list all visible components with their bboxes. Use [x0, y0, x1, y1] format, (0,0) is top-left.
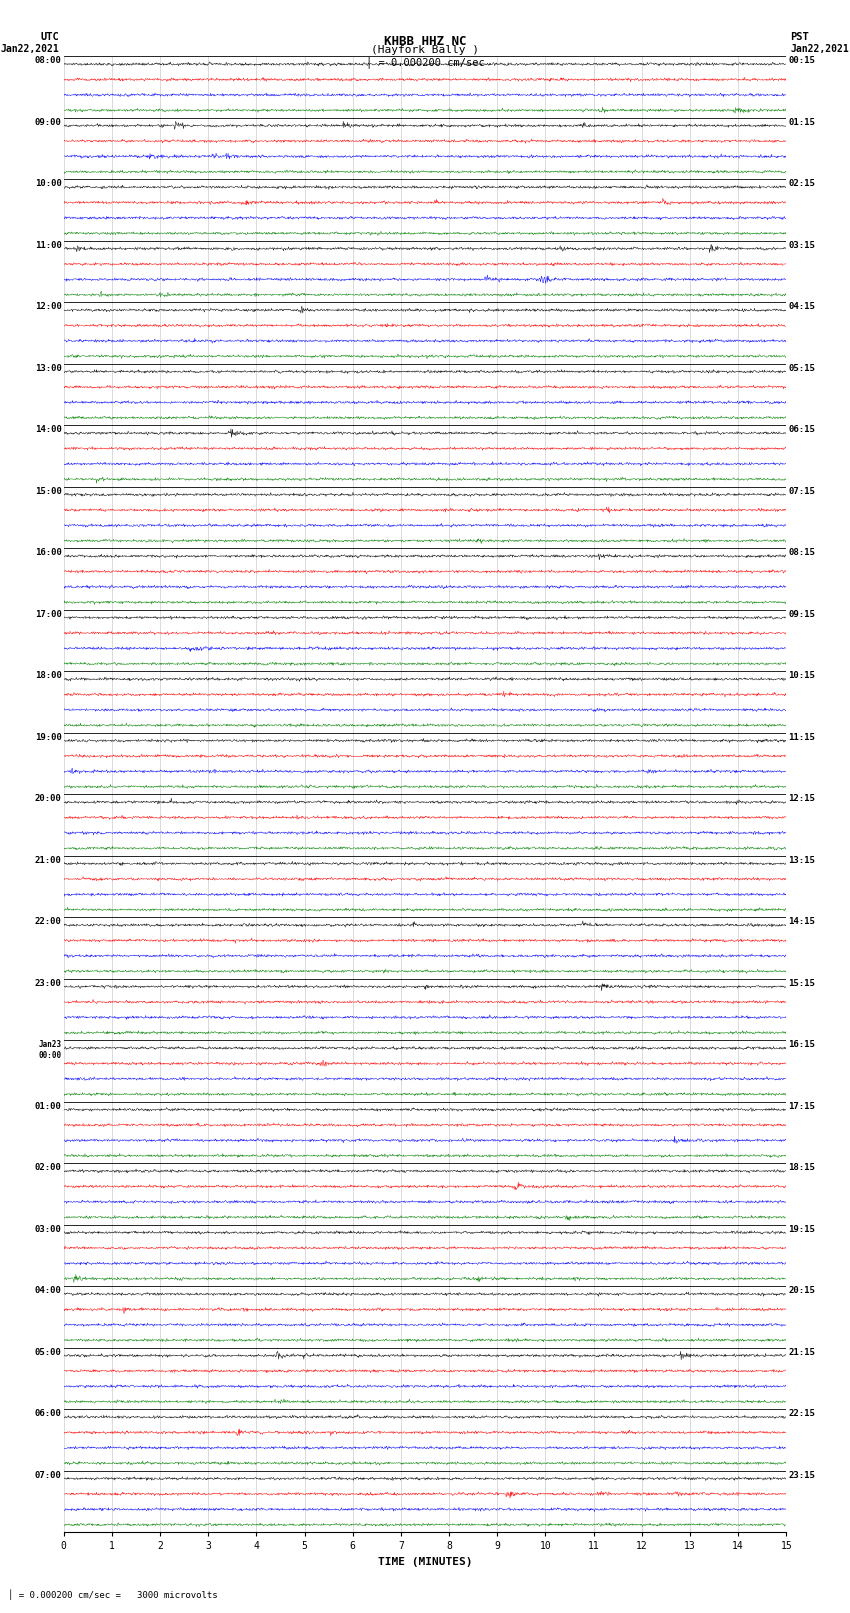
Text: 01:00: 01:00: [35, 1102, 61, 1111]
Text: │ = 0.000200 cm/sec: │ = 0.000200 cm/sec: [366, 56, 484, 68]
Text: 16:15: 16:15: [789, 1040, 815, 1050]
Text: 21:00: 21:00: [35, 857, 61, 865]
Text: 10:00: 10:00: [35, 179, 61, 189]
Text: 20:00: 20:00: [35, 795, 61, 803]
Text: 16:00: 16:00: [35, 548, 61, 558]
Text: 11:15: 11:15: [789, 732, 815, 742]
Text: 17:00: 17:00: [35, 610, 61, 619]
Text: 12:15: 12:15: [789, 795, 815, 803]
Text: 22:15: 22:15: [789, 1410, 815, 1418]
Text: 04:15: 04:15: [789, 303, 815, 311]
Text: 23:15: 23:15: [789, 1471, 815, 1479]
Text: 08:15: 08:15: [789, 548, 815, 558]
Text: 08:00: 08:00: [35, 56, 61, 66]
Text: 18:00: 18:00: [35, 671, 61, 681]
Text: 09:00: 09:00: [35, 118, 61, 127]
Text: 01:15: 01:15: [789, 118, 815, 127]
Text: 19:15: 19:15: [789, 1224, 815, 1234]
Text: Jan22,2021: Jan22,2021: [1, 44, 60, 53]
Text: 05:15: 05:15: [789, 365, 815, 373]
Text: (Hayfork Bally ): (Hayfork Bally ): [371, 45, 479, 55]
Text: UTC: UTC: [41, 32, 60, 42]
Text: 07:00: 07:00: [35, 1471, 61, 1479]
Text: 02:15: 02:15: [789, 179, 815, 189]
Text: 06:00: 06:00: [35, 1410, 61, 1418]
Text: │ = 0.000200 cm/sec =   3000 microvolts: │ = 0.000200 cm/sec = 3000 microvolts: [8, 1589, 218, 1600]
Text: KHBB HHZ NC: KHBB HHZ NC: [383, 35, 467, 48]
Text: 15:00: 15:00: [35, 487, 61, 495]
Text: Jan22,2021: Jan22,2021: [790, 44, 849, 53]
Text: 21:15: 21:15: [789, 1348, 815, 1357]
Text: 03:00: 03:00: [35, 1224, 61, 1234]
Text: 15:15: 15:15: [789, 979, 815, 987]
Text: Jan23
00:00: Jan23 00:00: [38, 1040, 61, 1060]
Text: 03:15: 03:15: [789, 240, 815, 250]
Text: 14:00: 14:00: [35, 426, 61, 434]
Text: 23:00: 23:00: [35, 979, 61, 987]
Text: 20:15: 20:15: [789, 1287, 815, 1295]
Text: 19:00: 19:00: [35, 732, 61, 742]
Text: 18:15: 18:15: [789, 1163, 815, 1173]
Text: 09:15: 09:15: [789, 610, 815, 619]
Text: 10:15: 10:15: [789, 671, 815, 681]
X-axis label: TIME (MINUTES): TIME (MINUTES): [377, 1557, 473, 1566]
Text: 14:15: 14:15: [789, 918, 815, 926]
Text: 04:00: 04:00: [35, 1287, 61, 1295]
Text: 17:15: 17:15: [789, 1102, 815, 1111]
Text: 00:15: 00:15: [789, 56, 815, 66]
Text: 13:15: 13:15: [789, 857, 815, 865]
Text: PST: PST: [790, 32, 809, 42]
Text: 05:00: 05:00: [35, 1348, 61, 1357]
Text: 11:00: 11:00: [35, 240, 61, 250]
Text: 07:15: 07:15: [789, 487, 815, 495]
Text: 06:15: 06:15: [789, 426, 815, 434]
Text: 12:00: 12:00: [35, 303, 61, 311]
Text: 13:00: 13:00: [35, 365, 61, 373]
Text: 02:00: 02:00: [35, 1163, 61, 1173]
Text: 22:00: 22:00: [35, 918, 61, 926]
